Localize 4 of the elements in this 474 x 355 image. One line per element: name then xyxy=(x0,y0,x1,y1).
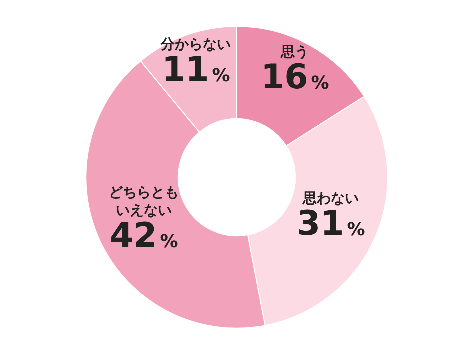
slice-label: 分からない xyxy=(160,36,232,53)
slice-label: 思わない xyxy=(302,191,360,208)
slice-label: 思う xyxy=(280,44,310,61)
slice-label: どちらともいえない xyxy=(109,185,180,220)
